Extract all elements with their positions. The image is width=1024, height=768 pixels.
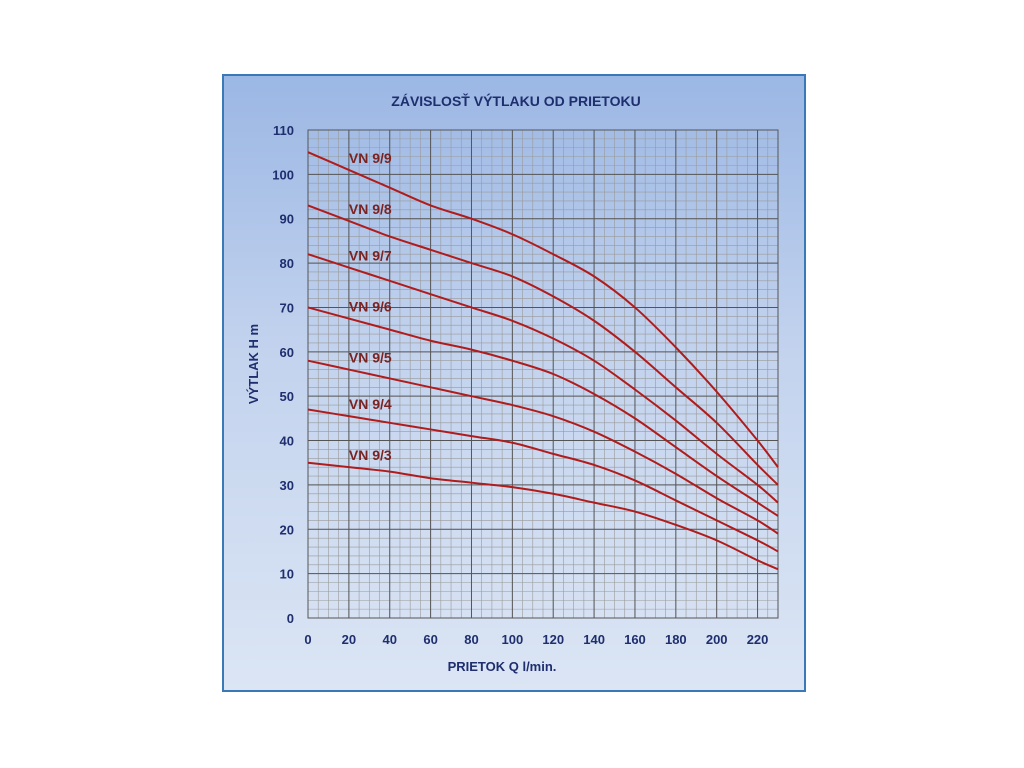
y-tick-label: 70	[280, 300, 294, 315]
x-tick-label: 160	[624, 632, 646, 647]
x-tick-label: 40	[383, 632, 397, 647]
y-tick-label: 0	[287, 611, 294, 626]
y-axis-label: VÝTLAK H m	[246, 324, 261, 404]
series-label: VN 9/6	[349, 299, 392, 315]
series-labels: VN 9/9 VN 9/8 VN 9/7 VN 9/6 VN 9/5 VN 9/4 VN 9…	[349, 150, 392, 463]
y-tick-label: 90	[280, 212, 294, 227]
series-label: VN 9/9	[349, 150, 392, 166]
series-label: VN 9/5	[349, 350, 392, 366]
series-label: VN 9/7	[349, 248, 392, 264]
y-tick-label: 60	[280, 345, 294, 360]
x-tick-label: 20	[342, 632, 356, 647]
series-line	[307, 253, 779, 504]
y-tick-labels: 0 10 20 30 40 50 60 70 80 90 100 110	[272, 123, 294, 626]
chart: ZÁVISLOSŤ VÝTLAKU OD PRIETOKU 0 10 20 30 40 5…	[246, 92, 779, 674]
y-tick-label: 80	[280, 256, 294, 271]
series-line	[307, 306, 779, 517]
y-tick-label: 110	[273, 123, 294, 138]
y-tick-label: 30	[280, 478, 294, 493]
x-tick-label: 180	[665, 632, 687, 647]
y-tick-label: 20	[280, 522, 294, 537]
x-tick-label: 120	[542, 632, 564, 647]
plot-border	[307, 129, 779, 619]
y-tick-label: 10	[280, 567, 294, 582]
x-tick-label: 200	[706, 632, 728, 647]
x-tick-label: 100	[501, 632, 523, 647]
series-line	[307, 408, 779, 553]
x-tick-label: 0	[304, 632, 311, 647]
series-label: VN 9/8	[349, 201, 392, 217]
y-tick-label: 100	[272, 167, 294, 182]
x-tick-label: 140	[583, 632, 605, 647]
chart-title: ZÁVISLOSŤ VÝTLAKU OD PRIETOKU	[391, 92, 640, 109]
series-label: VN 9/4	[349, 396, 392, 412]
x-tick-label: 220	[747, 632, 769, 647]
x-tick-label: 80	[464, 632, 478, 647]
series-lines	[307, 151, 779, 571]
y-tick-label: 50	[280, 389, 294, 404]
y-tick-label: 40	[280, 434, 294, 449]
x-tick-label: 60	[423, 632, 437, 647]
x-axis-label: PRIETOK Q l/min.	[448, 659, 557, 674]
series-line	[307, 359, 779, 535]
series-line	[307, 204, 779, 486]
series-line	[307, 151, 779, 468]
chart-panel: ZÁVISLOSŤ VÝTLAKU OD PRIETOKU 0 10 20 30 40 5…	[222, 74, 806, 692]
series-line	[307, 461, 779, 571]
series-label: VN 9/3	[349, 447, 392, 463]
x-tick-labels: 0 20 40 60 80 100 120 140 160 180 200 220	[304, 632, 768, 647]
